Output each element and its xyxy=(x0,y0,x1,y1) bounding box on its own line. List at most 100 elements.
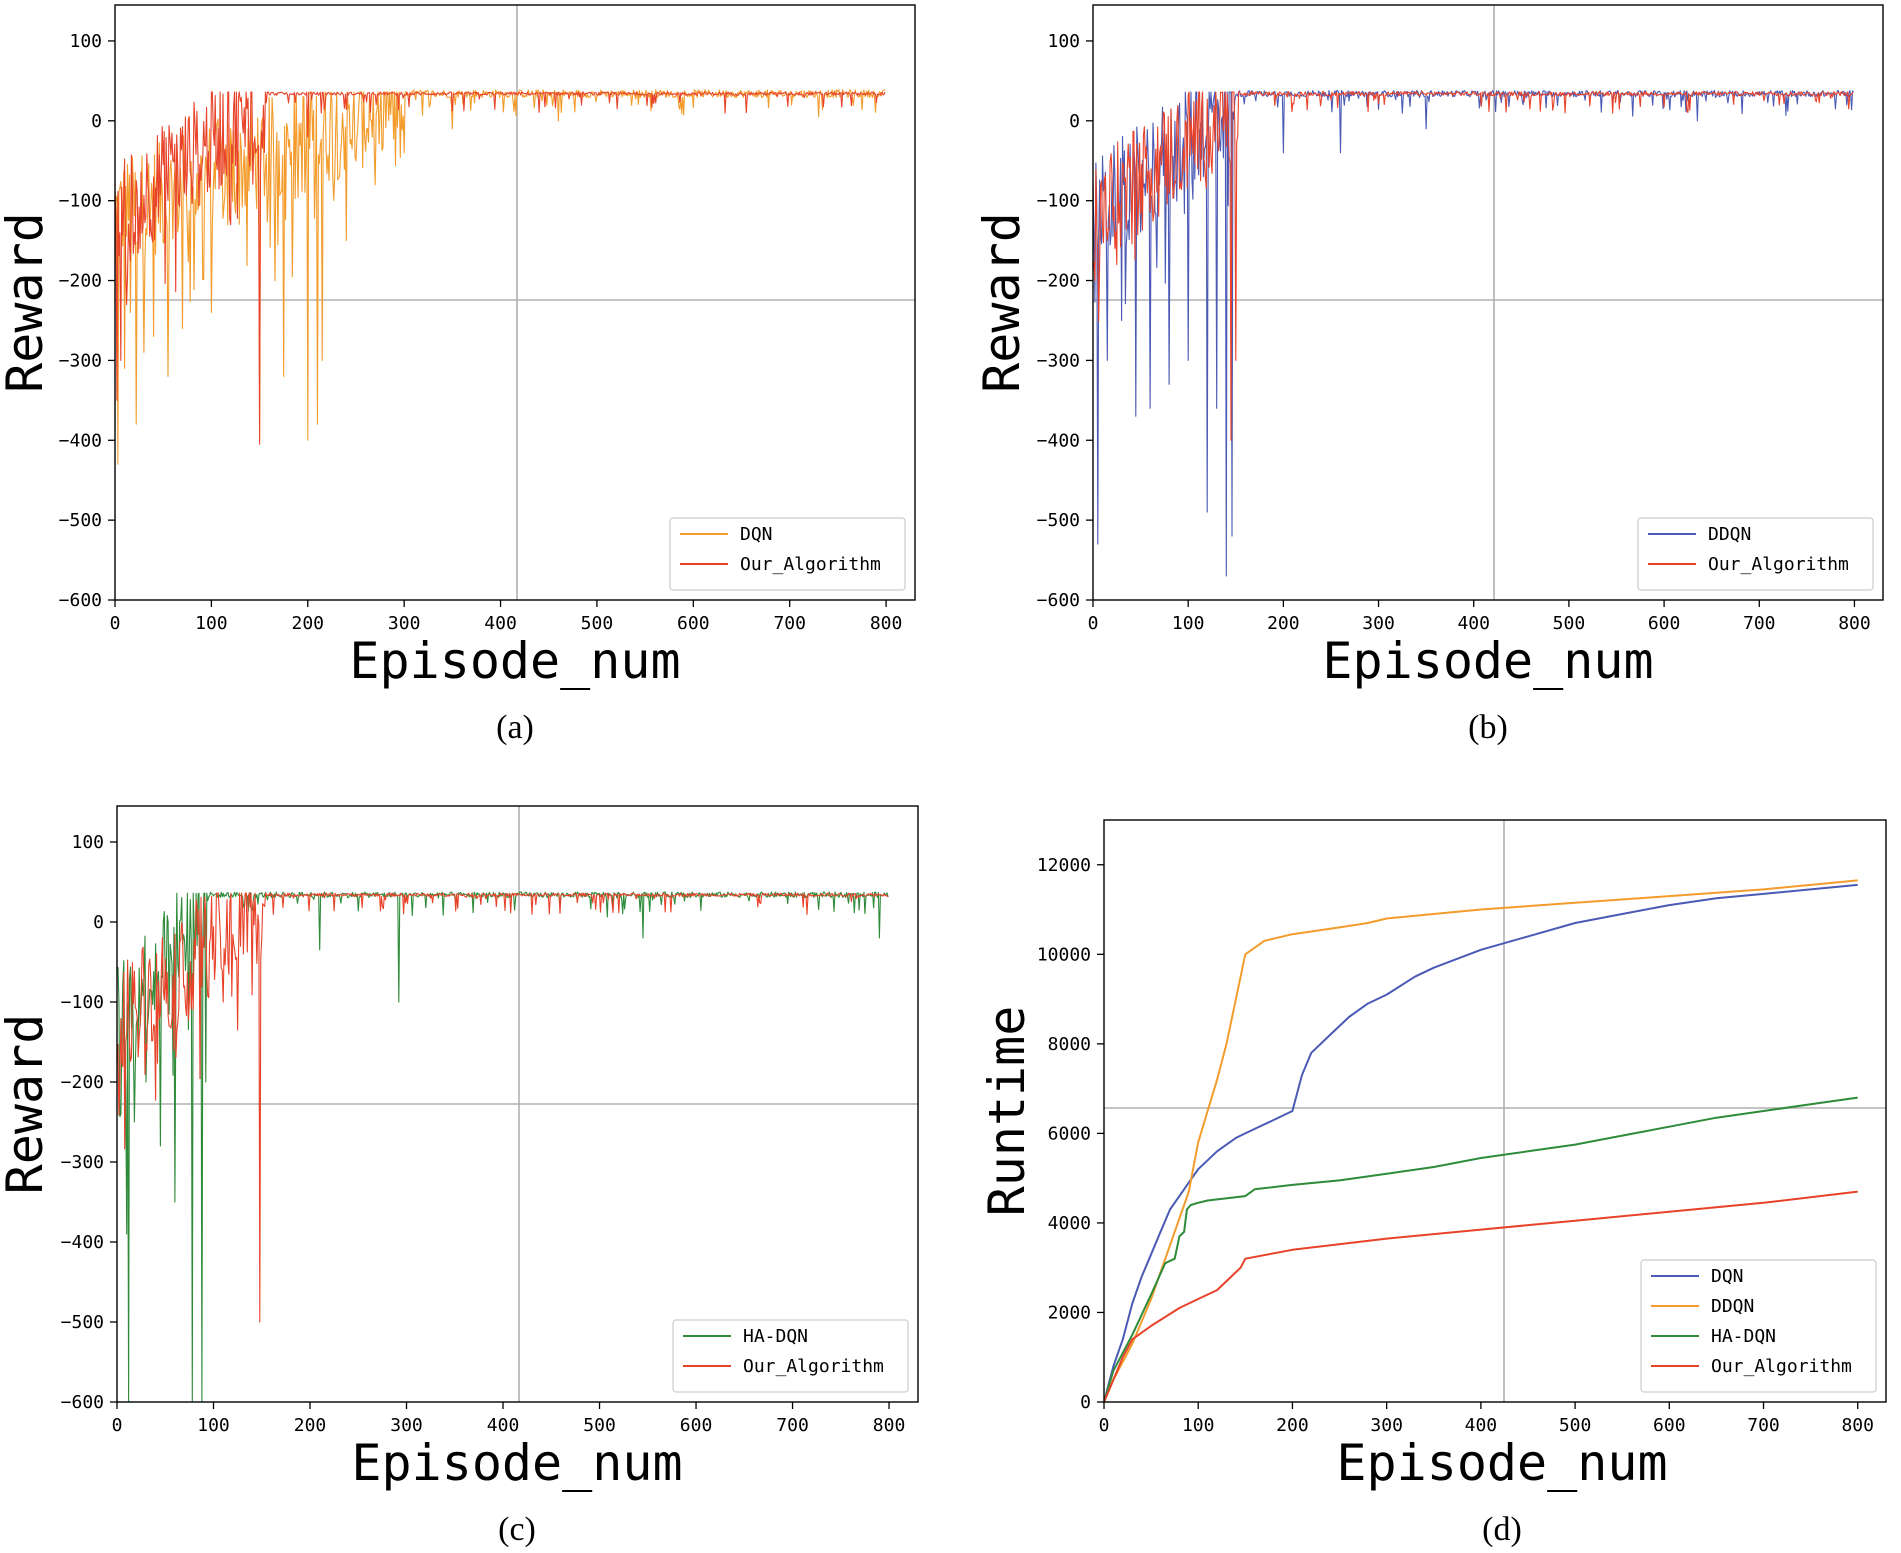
x-tick-label: 400 xyxy=(1457,613,1490,634)
series-group xyxy=(1093,89,1854,577)
x-tick-label: 0 xyxy=(110,613,121,634)
x-tick-label: 100 xyxy=(1182,1415,1215,1436)
plot-frame xyxy=(116,805,919,1403)
x-tick-label: 300 xyxy=(388,613,421,634)
legend-label: Our_Algorithm xyxy=(1711,1356,1852,1377)
x-tick-label: 600 xyxy=(1653,1415,1686,1436)
x-axis-label: Episode_num xyxy=(1322,632,1653,690)
y-tick-label: −200 xyxy=(61,1072,104,1093)
x-tick-label: 500 xyxy=(581,613,614,634)
y-tick-label: 100 xyxy=(71,832,104,853)
legend-label: Our_Algorithm xyxy=(740,554,881,575)
y-tick-label: 2000 xyxy=(1048,1302,1091,1323)
series-group xyxy=(115,89,886,465)
y-tick-label: −500 xyxy=(1037,510,1080,531)
series-line-our-algorithm xyxy=(115,91,886,445)
series-line-ha-dqn xyxy=(1104,1096,1858,1402)
series-group xyxy=(117,891,889,1402)
legend-label: DQN xyxy=(740,524,773,545)
plot-frame xyxy=(1092,4,1884,601)
x-tick-label: 500 xyxy=(1559,1415,1592,1436)
x-tick-label: 700 xyxy=(1743,613,1776,634)
x-tick-label: 700 xyxy=(773,613,806,634)
y-tick-label: 12000 xyxy=(1037,855,1091,876)
x-tick-label: 500 xyxy=(583,1415,616,1436)
y-tick-label: −600 xyxy=(59,590,102,611)
x-tick-label: 200 xyxy=(292,613,325,634)
y-tick-label: −300 xyxy=(61,1152,104,1173)
x-tick-label: 100 xyxy=(195,613,228,634)
x-tick-label: 400 xyxy=(1465,1415,1498,1436)
y-tick-label: 8000 xyxy=(1048,1034,1091,1055)
legend-box xyxy=(669,517,906,591)
x-axis-label: Episode_num xyxy=(349,632,680,690)
x-tick-label: 200 xyxy=(294,1415,327,1436)
y-tick-label: −400 xyxy=(1037,430,1080,451)
y-tick-label: 0 xyxy=(93,912,104,933)
legend-box xyxy=(672,1319,909,1393)
x-tick-label: 600 xyxy=(680,1415,713,1436)
panel-caption: (c) xyxy=(498,1511,536,1548)
panel-caption: (b) xyxy=(1468,709,1508,746)
legend-label: Our_Algorithm xyxy=(743,1356,884,1377)
y-tick-label: −100 xyxy=(59,191,102,212)
y-tick-label: −300 xyxy=(1037,350,1080,371)
y-tick-label: 4000 xyxy=(1048,1213,1091,1234)
series-line-our-algorithm xyxy=(117,892,889,1323)
x-tick-label: 700 xyxy=(776,1415,809,1436)
y-tick-label: −200 xyxy=(59,271,102,292)
panel-a: 0 100 200 300 400 500 600 700 800 −600 −500 −400 −30… xyxy=(0,4,916,746)
legend-box xyxy=(1637,517,1874,591)
y-tick-label: 100 xyxy=(1047,31,1080,52)
legend-label: DDQN xyxy=(1708,524,1751,545)
panel-caption: (d) xyxy=(1482,1511,1522,1548)
series-line-our-algorithm xyxy=(1093,91,1854,441)
x-tick-label: 300 xyxy=(390,1415,423,1436)
plot-frame xyxy=(114,4,916,601)
legend-label: DDQN xyxy=(1711,1296,1754,1317)
x-tick-label: 400 xyxy=(487,1415,520,1436)
x-tick-label: 100 xyxy=(197,1415,230,1436)
x-tick-label: 800 xyxy=(1841,1415,1874,1436)
legend-box xyxy=(1640,1259,1877,1393)
panel-c: 0 100 200 300 400 500 600 700 800 −600 −500 −400 −30… xyxy=(0,805,919,1548)
y-axis-label: Runtime xyxy=(978,1006,1036,1217)
y-tick-label: 0 xyxy=(91,111,102,132)
y-axis-label: Reward xyxy=(973,212,1031,393)
series-line-dqn xyxy=(115,89,886,465)
plot-frame xyxy=(1103,819,1887,1403)
x-tick-label: 200 xyxy=(1267,613,1300,634)
y-tick-label: −500 xyxy=(59,510,102,531)
y-tick-label: −100 xyxy=(61,992,104,1013)
x-tick-label: 0 xyxy=(1088,613,1099,634)
x-tick-label: 500 xyxy=(1553,613,1586,634)
x-tick-label: 200 xyxy=(1276,1415,1309,1436)
y-tick-label: 100 xyxy=(69,31,102,52)
x-axis-label: Episode_num xyxy=(351,1434,682,1492)
x-tick-label: 800 xyxy=(1838,613,1871,634)
x-tick-label: 800 xyxy=(870,613,903,634)
x-tick-label: 700 xyxy=(1747,1415,1780,1436)
x-tick-label: 300 xyxy=(1362,613,1395,634)
y-axis-label: Reward xyxy=(0,212,54,393)
x-tick-label: 100 xyxy=(1172,613,1205,634)
x-tick-label: 800 xyxy=(873,1415,906,1436)
y-tick-label: −300 xyxy=(59,350,102,371)
y-tick-label: −500 xyxy=(61,1312,104,1333)
x-tick-label: 400 xyxy=(484,613,517,634)
y-tick-label: −200 xyxy=(1037,271,1080,292)
legend-label: HA-DQN xyxy=(1711,1326,1776,1347)
series-line-our-algorithm xyxy=(1104,1190,1858,1402)
panel-b: 0 100 200 300 400 500 600 700 800 −600 −500 −400 −30… xyxy=(973,4,1884,746)
legend-label: DQN xyxy=(1711,1266,1744,1287)
x-tick-label: 300 xyxy=(1370,1415,1403,1436)
panel-d: 0 100 200 300 400 500 600 700 800020004000600080… xyxy=(978,819,1887,1548)
y-tick-label: −600 xyxy=(1037,590,1080,611)
x-tick-label: 0 xyxy=(1099,1415,1110,1436)
panel-caption: (a) xyxy=(496,709,534,746)
y-tick-label: 0 xyxy=(1080,1392,1091,1413)
legend-label: HA-DQN xyxy=(743,1326,808,1347)
x-axis-label: Episode_num xyxy=(1336,1434,1667,1492)
y-tick-label: −400 xyxy=(61,1232,104,1253)
series-line-dqn xyxy=(1104,883,1858,1402)
